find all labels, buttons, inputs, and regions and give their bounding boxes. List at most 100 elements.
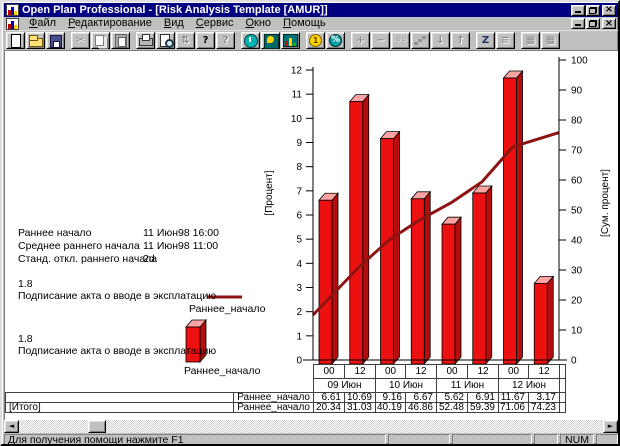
move-down-icon: ↓ — [436, 35, 445, 46]
axis-hour-cell: 00 — [375, 364, 406, 379]
child-minimize-button[interactable] — [571, 18, 585, 29]
bar-6-side — [516, 69, 523, 366]
value-cell: 71.06 — [498, 402, 529, 413]
scrollbar-thumb[interactable] — [88, 420, 106, 433]
stat-value: 11 Июн98 16:00 — [143, 227, 219, 239]
context-help-button[interactable]: ? — [216, 32, 235, 49]
menu-file[interactable]: Файл — [29, 17, 57, 29]
scroll-left-button[interactable]: ◄ — [4, 420, 19, 433]
window-title: Open Plan Professional - [Risk Analysis … — [22, 4, 328, 16]
legend-line-series: Раннее_начало — [189, 303, 266, 315]
steps-icon — [413, 34, 428, 47]
notes-button[interactable]: ≡ — [496, 32, 515, 49]
move-down-button[interactable]: ↓ — [431, 32, 450, 49]
copy-button[interactable] — [91, 32, 110, 49]
print-preview-icon — [158, 34, 174, 48]
move-up-button[interactable]: ↑ — [451, 32, 470, 49]
left-tick-label: 5 — [296, 235, 302, 246]
child-restore-button[interactable] — [586, 18, 600, 29]
stat-value: 2d — [143, 253, 155, 265]
save-file-button[interactable] — [46, 32, 65, 49]
left-tick-label: 4 — [296, 259, 302, 270]
legend-bar-series: Раннее_начало — [184, 365, 261, 377]
value-row-series-cell: Раннее_начало — [233, 402, 314, 413]
legend-bar-swatch-front — [185, 326, 201, 363]
menubar: Файл Редактирование Вид Сервис Окно Помощь × — [4, 17, 618, 30]
num-lock-indicator: NUM — [560, 434, 594, 444]
minimize-button[interactable] — [571, 4, 585, 16]
delete-activity-button[interactable]: − — [371, 32, 390, 49]
right-tick-label: 90 — [571, 86, 583, 97]
add-activity-button[interactable]: + — [351, 32, 370, 49]
value-cell: 31.03 — [344, 402, 376, 413]
document-icon[interactable] — [6, 17, 19, 30]
add-activity-icon: + — [356, 35, 365, 46]
left-tick-label: 9 — [296, 138, 302, 149]
cost-button[interactable]: 1 — [306, 32, 325, 49]
axis-hour-cell: 12 — [344, 364, 376, 379]
child-close-button[interactable]: × — [602, 18, 616, 29]
menu-view[interactable]: Вид — [163, 17, 184, 29]
menu-edit[interactable]: Редактирование — [68, 17, 152, 29]
arrow-right-icon: ► — [607, 422, 614, 430]
time-analysis-button[interactable] — [241, 32, 260, 49]
delete-activity-icon: − — [376, 35, 385, 46]
layout-a-button[interactable]: ▦ — [521, 32, 540, 49]
menu-window[interactable]: Окно — [245, 17, 272, 29]
link-activities-button[interactable]: ◦◦ — [391, 32, 410, 49]
risk-percent-button[interactable]: % — [326, 32, 345, 49]
new-document-button[interactable] — [6, 32, 25, 49]
right-tick-label: 10 — [571, 326, 583, 337]
bar-7-front — [533, 282, 548, 365]
left-axis-title: [Процент] — [264, 170, 275, 215]
sort-button[interactable]: Z — [476, 32, 495, 49]
print-preview-button[interactable] — [156, 32, 175, 49]
left-tick-label: 3 — [296, 283, 302, 294]
minimize-icon — [575, 10, 581, 13]
open-file-button[interactable] — [26, 32, 45, 49]
histogram-view-icon — [283, 34, 298, 47]
layout-b-icon: ▦ — [545, 35, 556, 46]
bar-2-side — [393, 130, 400, 366]
risk-histogram-chart: 01234567891011120102030405060708090100[П… — [185, 56, 611, 367]
value-cell: 20.34 — [313, 402, 345, 413]
axis-hour-cell: 00 — [313, 364, 345, 379]
steps-button[interactable] — [411, 32, 430, 49]
open-file-icon — [28, 34, 43, 47]
restore-button[interactable] — [586, 4, 600, 16]
save-file-icon — [48, 34, 63, 48]
restore-icon — [589, 6, 597, 14]
new-document-icon — [8, 34, 23, 48]
histogram-view-button[interactable] — [281, 32, 300, 49]
right-tick-label: 50 — [571, 206, 583, 217]
status-panel-2 — [452, 434, 532, 444]
menu-items: Файл Редактирование Вид Сервис Окно Помощь — [23, 17, 570, 30]
cost-icon: 1 — [308, 34, 323, 47]
bar-6-front — [503, 77, 517, 365]
layout-b-button[interactable]: ▦ — [541, 32, 560, 49]
menu-tools[interactable]: Сервис — [195, 17, 234, 29]
cut-button[interactable]: ✂ — [71, 32, 90, 49]
menu-help[interactable]: Помощь — [283, 17, 326, 29]
right-tick-label: 80 — [571, 116, 583, 127]
bar-5-side — [485, 184, 493, 366]
help-button[interactable]: ? — [196, 32, 215, 49]
close-button[interactable]: × — [602, 4, 616, 16]
scroll-right-button[interactable]: ► — [603, 420, 618, 433]
status-panel-1 — [388, 434, 450, 444]
value-cell: 52.48 — [436, 402, 468, 413]
update-button[interactable]: ⇅ — [176, 32, 195, 49]
value-cell: 74.23 — [528, 402, 560, 413]
sort-icon: Z — [481, 35, 490, 46]
toolbar: ✂ ⇅?? 1% + − ◦◦ ↓ ↑ Z ≡ ▦ ▦ — [4, 30, 618, 50]
resource-analysis-button[interactable] — [261, 32, 280, 49]
paste-button[interactable] — [111, 32, 130, 49]
print-button[interactable] — [136, 32, 155, 49]
value-cell: 40.19 — [375, 402, 406, 413]
arrow-left-icon: ◄ — [8, 422, 15, 430]
axis-date-cell: 10 Июн — [375, 378, 437, 393]
value-cell: 59.39 — [467, 402, 499, 413]
axis-hour-cell: 00 — [436, 364, 468, 379]
horizontal-scrollbar[interactable]: ◄ ► — [4, 420, 618, 433]
resource-analysis-icon — [263, 34, 279, 49]
